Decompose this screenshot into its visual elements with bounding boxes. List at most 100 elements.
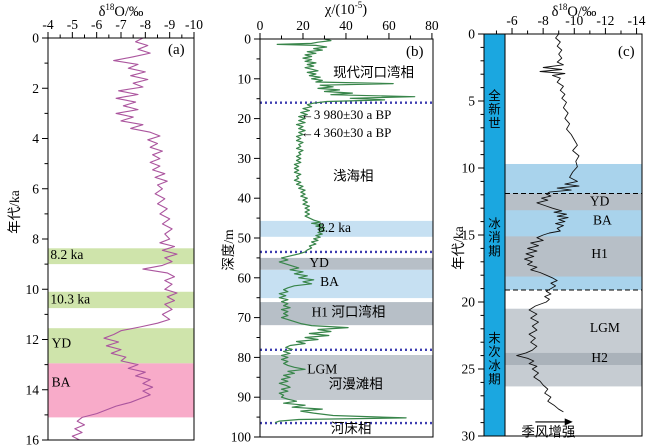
tick-label: 90 <box>238 390 252 405</box>
tick-label: 0 <box>257 18 264 33</box>
panel-b: 0 20 40 60 80 0 10 20 30 40 50 60 70 80 90 100 现代河口湾相 ←3 … <box>231 18 439 445</box>
annotation: YD <box>52 336 72 351</box>
panel-a-y-axis-title: 年代/ka <box>7 190 22 234</box>
tick-label: 14 <box>26 382 40 397</box>
tick-label: 10 <box>26 282 40 297</box>
annotation: 8.2 ka <box>318 220 351 235</box>
tick-label: -10 <box>185 17 203 32</box>
panel-b-x-axis-title: χ/(10-5) <box>324 0 368 18</box>
highlight-band <box>260 269 433 299</box>
tick-label: -10 <box>565 13 583 28</box>
series-line-b <box>274 38 416 424</box>
tick-label: 20 <box>238 111 252 126</box>
epoch-label: 期 <box>488 373 501 387</box>
panel-c-letter: (c) <box>618 44 635 60</box>
highlight-band <box>48 328 194 364</box>
tick-label: -5 <box>67 17 78 32</box>
annotation: YD <box>590 193 610 208</box>
annotation: BA <box>52 375 71 390</box>
tick-label: 70 <box>238 310 252 325</box>
annotation: 河漫滩相 <box>329 376 383 391</box>
tick-label: 0 <box>244 32 251 47</box>
highlight-band <box>505 236 642 277</box>
tick-label: 60 <box>238 270 252 285</box>
tick-label: -7 <box>115 17 126 32</box>
tick-label: 20 <box>296 18 310 33</box>
tick-label: -6 <box>506 13 517 28</box>
epoch-label: 次 <box>488 345 501 359</box>
series-line-a <box>71 37 178 441</box>
tick-label: -4 <box>42 17 53 32</box>
highlight-band <box>505 193 642 211</box>
tick-label: 5 <box>468 94 475 109</box>
annotation: H2 <box>591 350 608 365</box>
highlight-band <box>48 248 194 265</box>
tick-label: 80 <box>425 18 439 33</box>
highlight-band <box>505 308 642 387</box>
highlight-band <box>260 302 433 326</box>
tick-label: 12 <box>26 332 40 347</box>
tick-label: 40 <box>339 18 353 33</box>
annotation: 10.3 ka <box>50 292 90 307</box>
annotation: 河床相 <box>331 421 372 436</box>
epoch-label: 消 <box>488 231 501 245</box>
panel-a: -4 -5 -6 -7 -8 -9 -10 0 2 4 6 8 10 12 14 16 8.2 ka 10.3 k… <box>26 17 204 448</box>
epoch-label: 世 <box>488 117 501 131</box>
tick-label: -6 <box>91 17 102 32</box>
panel-a-letter: (a) <box>168 42 185 58</box>
annotation: H1 河口湾相 <box>312 303 386 319</box>
tick-label: 10 <box>238 71 252 86</box>
annotation: LGM <box>590 320 620 335</box>
tick-label: 20 <box>462 295 476 310</box>
series-line-c <box>516 33 580 413</box>
tick-label: -8 <box>140 17 151 32</box>
annotation: 8.2 ka <box>50 247 83 262</box>
annotation: BA <box>320 274 339 289</box>
tick-label: 8 <box>32 232 39 247</box>
tick-label: -8 <box>538 13 549 28</box>
highlight-band <box>48 291 194 309</box>
epoch-label: 期 <box>488 245 501 259</box>
annotation: H1 <box>591 246 608 261</box>
annotation: BA <box>593 213 612 228</box>
annotation: ←3 980±30 a BP <box>301 107 392 122</box>
highlight-band <box>260 220 433 237</box>
epoch-label: 末 <box>488 331 501 345</box>
highlight-band <box>505 352 642 365</box>
tick-label: 15 <box>462 228 476 243</box>
annotation: LGM <box>307 362 337 377</box>
tick-label: 30 <box>462 429 476 444</box>
annotation: 季风增强 <box>521 424 575 439</box>
tick-label: 50 <box>238 231 252 246</box>
epoch-label: 新 <box>488 102 501 117</box>
highlight-band <box>48 363 194 418</box>
tick-label: 0 <box>468 27 475 42</box>
panel-b-y-axis-title: 深度/m <box>221 229 236 271</box>
tick-label: 25 <box>462 362 476 377</box>
tick-label: -14 <box>628 13 646 28</box>
epoch-label: 冰 <box>488 217 501 231</box>
tick-label: 6 <box>32 181 39 196</box>
tick-label: 0 <box>32 31 39 46</box>
tick-label: 40 <box>238 191 252 206</box>
tick-label: 16 <box>26 433 40 448</box>
epoch-label: 冰 <box>488 359 501 373</box>
annotation: 现代河口湾相 <box>333 64 414 80</box>
panel-a-x-axis-title: δ18O/‰ <box>98 2 144 20</box>
panel-b-letter: (b) <box>406 44 424 60</box>
tick-label: 2 <box>32 81 39 96</box>
tick-label: -12 <box>596 13 614 28</box>
panel-c-x-axis-title: δ18O/‰ <box>551 2 597 20</box>
epoch-label: 全 <box>488 88 501 103</box>
tick-label: 10 <box>462 161 476 176</box>
tick-label: -9 <box>164 17 175 32</box>
tick-label: 80 <box>238 350 252 365</box>
tick-label: 30 <box>238 151 252 166</box>
panel-c-y-axis-title: 年代/ka <box>451 226 466 270</box>
tick-label: 60 <box>382 18 396 33</box>
monsoon-arrow-head <box>564 418 573 426</box>
annotation: ←4 360±30 a BP <box>301 125 392 140</box>
